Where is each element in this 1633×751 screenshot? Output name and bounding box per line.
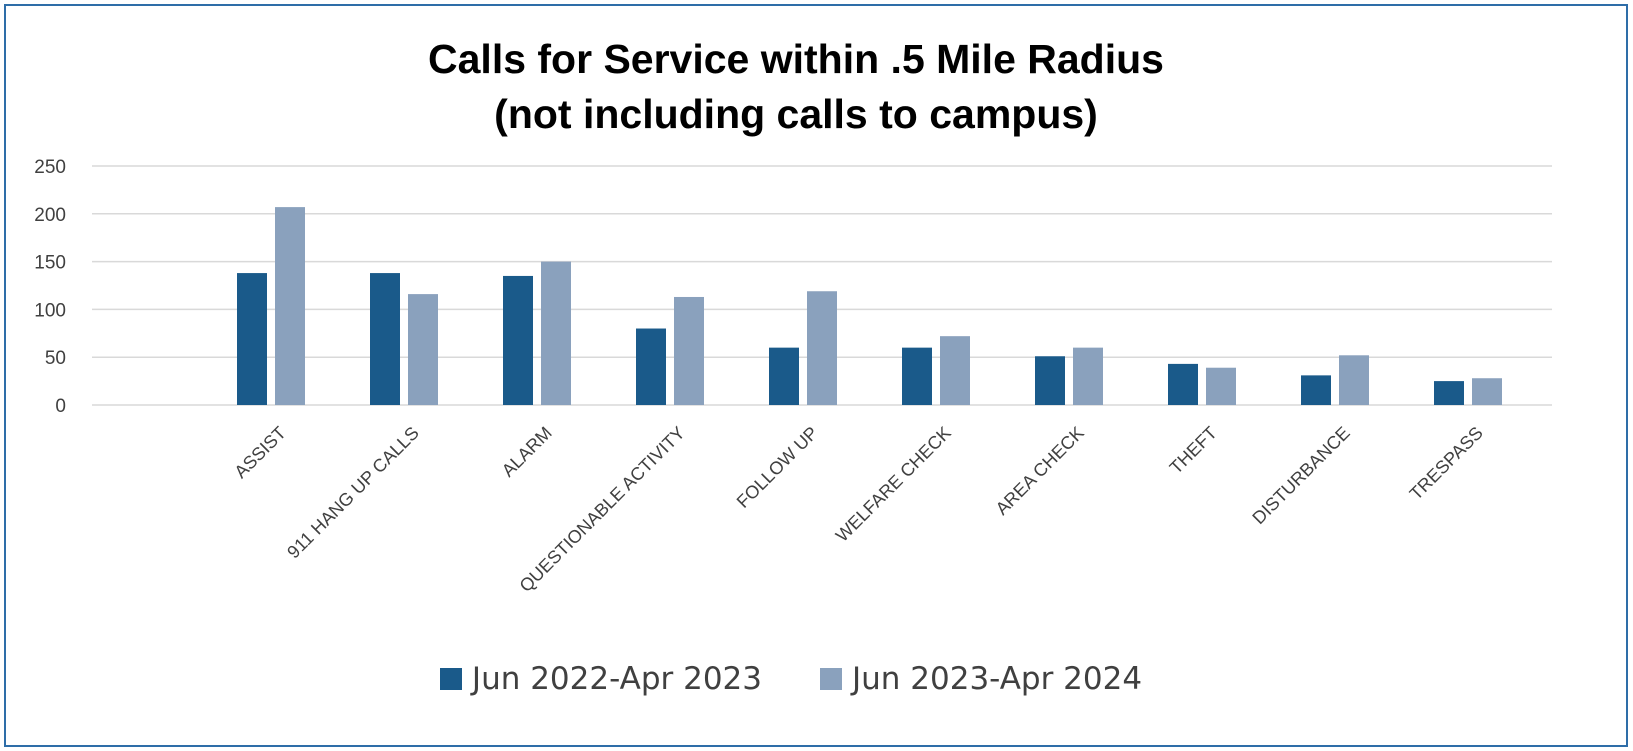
legend-item-series-1: Jun 2022-Apr 2023 — [439, 661, 762, 697]
bar-disturbance-series-2 — [1339, 355, 1369, 405]
y-tick-label: 100 — [34, 300, 66, 321]
bars — [237, 207, 1502, 405]
bar-questionable-activity-series-1 — [636, 328, 666, 405]
bar-assist-series-1 — [237, 273, 267, 405]
bar-welfare-check-series-2 — [940, 336, 970, 405]
x-category-label: ALARM — [498, 423, 556, 481]
chart-title-line-2: (not including calls to campus) — [494, 91, 1098, 137]
y-tick-label: 0 — [55, 396, 66, 417]
bar-911-hang-up-calls-series-1 — [370, 273, 400, 405]
bar-follow-up-series-1 — [769, 347, 799, 405]
y-axis-ticks: 0 50 100 150 200 250 — [34, 157, 66, 417]
x-category-label: THEFT — [1166, 423, 1221, 478]
legend-swatch-series-1 — [439, 668, 462, 690]
bar-alarm-series-1 — [503, 275, 533, 405]
bar-questionable-activity-series-2 — [674, 296, 704, 405]
bar-assist-series-2 — [275, 207, 305, 405]
x-category-label: WELFARE CHECK — [832, 423, 955, 546]
x-category-label: DISTURBANCE — [1248, 423, 1353, 528]
bar-area-check-series-1 — [1035, 356, 1065, 405]
legend-item-series-2: Jun 2023-Apr 2024 — [820, 661, 1142, 697]
bar-theft-series-2 — [1206, 367, 1236, 405]
y-tick-label: 150 — [34, 253, 66, 274]
y-tick-label: 200 — [34, 205, 66, 226]
bar-trespass-series-1 — [1434, 381, 1464, 405]
bar-trespass-series-2 — [1472, 378, 1502, 405]
x-category-label: AREA CHECK — [992, 423, 1088, 519]
legend-swatch-series-2 — [820, 668, 842, 690]
x-category-label: TRESPASS — [1406, 423, 1487, 504]
y-tick-label: 50 — [45, 348, 66, 369]
bar-follow-up-series-2 — [807, 291, 837, 405]
legend: Jun 2022-Apr 2023 Jun 2023-Apr 2024 — [6, 661, 1576, 697]
bar-theft-series-1 — [1168, 363, 1198, 405]
bar-welfare-check-series-1 — [902, 347, 932, 405]
bar-area-check-series-2 — [1073, 347, 1103, 405]
bar-911-hang-up-calls-series-2 — [408, 294, 438, 405]
chart-title: Calls for Service within .5 Mile Radius … — [6, 32, 1586, 142]
bar-disturbance-series-1 — [1301, 375, 1331, 405]
legend-label-series-2: Jun 2023-Apr 2024 — [852, 661, 1143, 697]
chart-title-line-1: Calls for Service within .5 Mile Radius — [428, 36, 1164, 82]
x-category-label: FOLLOW UP — [733, 423, 822, 512]
x-category-label: 911 HANG UP CALLS — [283, 423, 423, 563]
y-tick-label: 250 — [34, 157, 66, 178]
x-category-label: ASSIST — [230, 423, 289, 482]
legend-label-series-1: Jun 2022-Apr 2023 — [471, 661, 762, 697]
chart-frame: Calls for Service within .5 Mile Radius … — [4, 4, 1628, 747]
bar-alarm-series-2 — [541, 261, 571, 405]
